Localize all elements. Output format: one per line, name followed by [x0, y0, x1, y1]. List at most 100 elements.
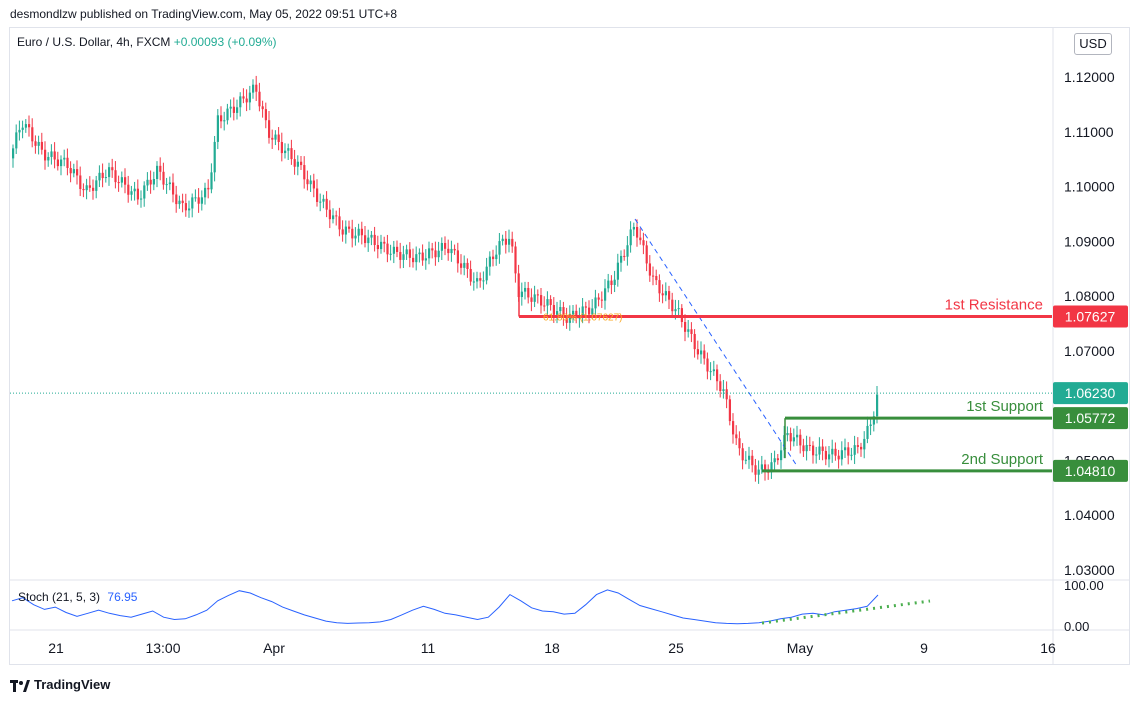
candle [492, 249, 495, 267]
candle-body [789, 433, 792, 442]
candle-body [792, 437, 795, 442]
candle-body [140, 198, 143, 200]
candle-body [92, 187, 95, 191]
candle [165, 177, 168, 194]
candle-body [700, 350, 703, 355]
candle [837, 449, 840, 469]
candle [770, 452, 773, 479]
time-tick-label: 21 [48, 640, 64, 656]
candle [293, 149, 296, 175]
candle [284, 143, 287, 159]
candle-body [344, 226, 347, 235]
candle [274, 130, 277, 146]
candle-body [63, 157, 66, 160]
candle-body [770, 462, 773, 473]
candle [476, 271, 479, 289]
stochastic-oscillator: 100.00 0.00 [11, 578, 1104, 634]
candle-body [168, 182, 171, 185]
candle-body [306, 179, 309, 185]
candle [191, 193, 194, 218]
candle [834, 442, 837, 461]
candle-body [437, 250, 440, 258]
candle [325, 191, 328, 218]
candle [332, 208, 335, 224]
candle-body [485, 266, 488, 281]
candle-body [309, 180, 312, 185]
candle-body [66, 157, 69, 168]
tradingview-logo[interactable]: TradingView [10, 677, 110, 692]
candle-body [853, 445, 856, 455]
chart-frame[interactable] [9, 27, 1130, 665]
candle [607, 273, 610, 293]
candle-body [802, 445, 805, 452]
candle [786, 426, 789, 442]
downtrend-line [634, 218, 798, 467]
candle [549, 295, 552, 311]
candle [700, 341, 703, 364]
symbol-name: Euro / U.S. Dollar, 4h, FXCM [17, 35, 171, 49]
candle [572, 304, 575, 323]
candle-body [207, 187, 210, 190]
candle [709, 362, 712, 381]
candle [255, 75, 258, 102]
candle [821, 439, 824, 461]
candle [354, 227, 357, 246]
candle [677, 300, 680, 318]
candle-body [645, 245, 648, 264]
candle [556, 301, 559, 324]
candle-body [152, 178, 155, 185]
candle-body [76, 169, 79, 176]
candle-body [482, 280, 485, 282]
candle [456, 242, 459, 273]
candle-body [706, 358, 709, 372]
candle-body [280, 141, 283, 154]
level-price-label: 1.04810 [1065, 463, 1116, 479]
candle-body [524, 287, 527, 292]
time-tick-label: May [787, 640, 813, 656]
candle-body [696, 349, 699, 355]
candle-body [514, 246, 517, 274]
candle-body [181, 200, 184, 204]
candle [28, 115, 31, 137]
candle [559, 300, 562, 317]
candle [232, 97, 235, 121]
price-change: +0.00093 (+0.09%) [173, 35, 277, 49]
candle [661, 284, 664, 304]
candle-body [424, 258, 427, 261]
candle-body [335, 215, 338, 217]
candle [757, 460, 760, 484]
candle-body [466, 262, 469, 269]
candle [258, 82, 261, 112]
candle [645, 240, 648, 272]
current-price-tag [1053, 382, 1128, 405]
candle-body [492, 256, 495, 260]
candle [684, 314, 687, 342]
candle [869, 417, 872, 436]
candle-body [805, 444, 808, 452]
candle-body [760, 464, 763, 470]
stoch-legend: Stoch (21, 5, 3) 76.95 [18, 590, 137, 604]
support-resistance-levels: 61.80% (1.07627) 1st Resistance 1.07627 1st… [518, 286, 1128, 482]
candle [466, 258, 469, 278]
candle-body [373, 234, 376, 246]
currency-button[interactable]: USD [1074, 33, 1112, 55]
candle-body [488, 256, 491, 267]
candle-body [204, 187, 207, 198]
candle-body [540, 295, 543, 306]
candle-body [338, 216, 341, 230]
candle-body [824, 450, 827, 460]
candle [168, 176, 171, 191]
candle-body [872, 416, 875, 425]
candle-body [130, 191, 133, 195]
candle-body [360, 228, 363, 236]
candle-body [31, 127, 34, 142]
candle [508, 229, 511, 253]
candle [860, 442, 863, 457]
candle-body [533, 294, 536, 302]
candle-body [399, 251, 402, 260]
candle [533, 285, 536, 308]
candle [338, 207, 341, 237]
candle-body [191, 197, 194, 209]
candle [504, 231, 507, 254]
